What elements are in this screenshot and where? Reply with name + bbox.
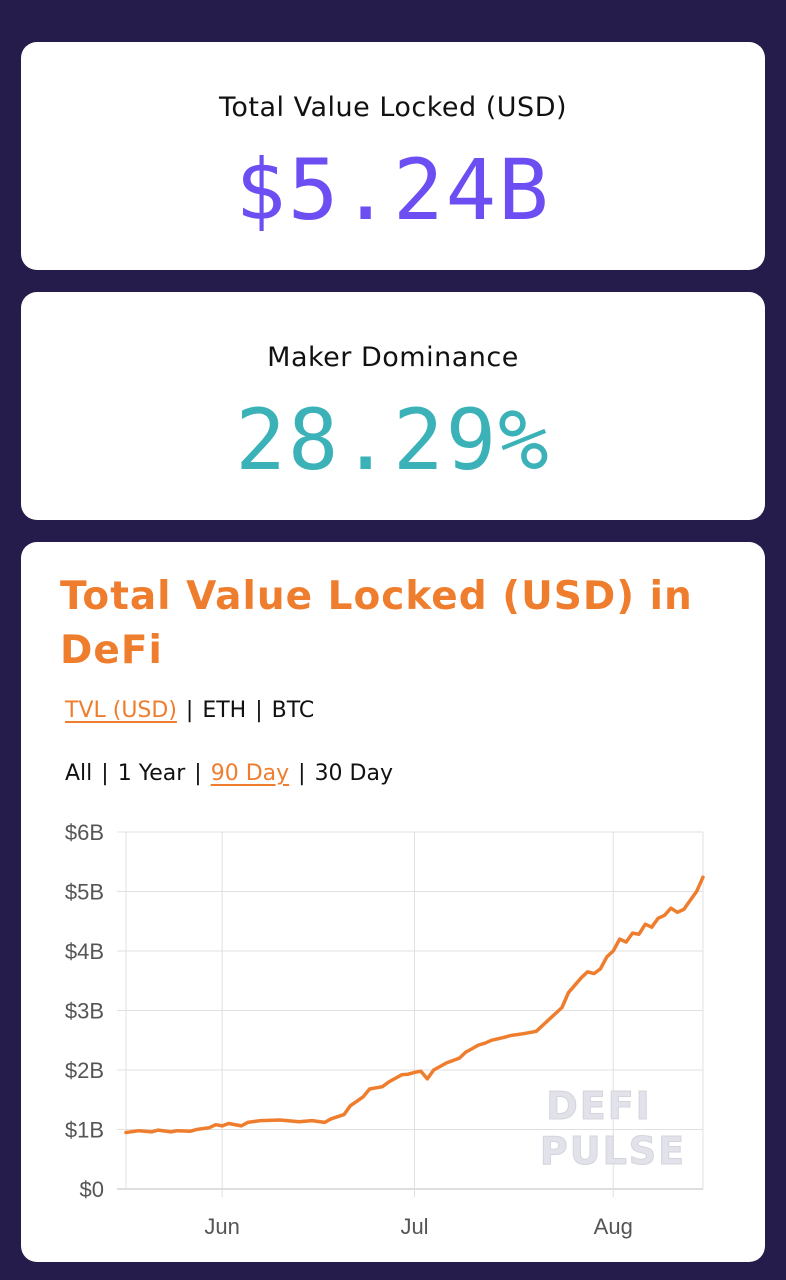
y-tick-label: $2B [65,1058,104,1083]
y-tick-label: $3B [65,999,104,1024]
unit-toggle: TVL (USD) | ETH | BTC [65,698,314,723]
x-tick-label: Aug [594,1214,633,1239]
x-tick-label: Jul [400,1214,428,1239]
tvl-value: $5.24B [235,141,551,239]
chart-title: Total Value Locked (USD) in DeFi [60,574,693,673]
maker-dominance-label: Maker Dominance [267,342,519,373]
y-tick-label: $1B [65,1118,104,1143]
range-option-90-day[interactable]: 90 Day [210,761,290,786]
unit-option-btc[interactable]: BTC [271,698,315,723]
unit-option-eth[interactable]: ETH [202,698,247,723]
tvl-card: Total Value Locked (USD) $5.24B [21,42,765,270]
y-tick-label: $0 [80,1177,104,1202]
tvl-chart-card: $6B $5B $4B $3B $2B $1B $0 Jun Jul Aug DEFI PULSE T… [21,542,765,1262]
range-option-all[interactable]: All [65,761,93,786]
x-tick-label: Jun [204,1214,239,1239]
range-toggle: All | 1 Year | 90 Day | 30 Day [65,761,393,786]
range-option-1-year[interactable]: 1 Year [117,761,186,786]
watermark-pulse: PULSE [540,1129,686,1173]
y-tick-label: $6B [65,820,104,845]
y-tick-label: $5B [65,880,104,905]
unit-option-tvl-usd[interactable]: TVL (USD) [65,698,177,723]
separator: | [255,698,263,723]
separator: | [298,761,306,786]
range-option-30-day[interactable]: 30 Day [314,761,393,786]
tvl-series-line [124,875,705,1135]
watermark-defi: DEFI [546,1084,652,1128]
separator: | [194,761,202,786]
maker-dominance-value: 28.29% [235,391,551,489]
maker-dominance-card: Maker Dominance 28.29% [21,292,765,520]
y-tick-label: $4B [65,939,104,964]
separator: | [185,698,194,723]
separator: | [101,761,109,786]
tvl-label: Total Value Locked (USD) [218,92,568,123]
